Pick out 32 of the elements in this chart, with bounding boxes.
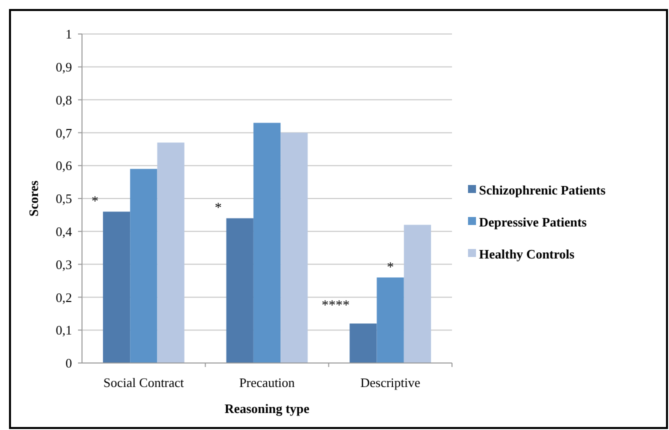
x-tick-label: Descriptive — [360, 375, 421, 390]
bar — [130, 168, 158, 363]
y-tick-label: 0,4 — [56, 224, 72, 239]
annotation: * — [386, 260, 394, 276]
x-tick-label: Precaution — [239, 375, 296, 390]
bar — [376, 277, 404, 363]
x-tick-label: Social Contract — [103, 375, 184, 390]
y-tick-label: 0,7 — [56, 125, 72, 140]
y-tick-label: 0 — [66, 356, 72, 371]
y-tick-label: 0,2 — [56, 290, 72, 305]
annotation: * — [214, 201, 222, 216]
y-tick-label: 0,3 — [56, 256, 72, 272]
annotation: **** — [322, 298, 350, 314]
x-axis-title: Reasoning type — [224, 401, 310, 416]
bar — [226, 218, 254, 363]
bar — [350, 324, 377, 363]
y-tick-label: 0,5 — [56, 191, 72, 206]
y-tick-label: 0,9 — [56, 59, 72, 74]
y-tick-label: 0,6 — [56, 158, 72, 174]
bar — [253, 122, 281, 363]
annotation: * — [91, 194, 98, 210]
y-tick-label: 1 — [66, 26, 72, 42]
y-tick-label: 0,1 — [56, 322, 72, 338]
y-tick-label: 0,8 — [56, 92, 72, 108]
y-axis-title: Scores — [26, 180, 41, 216]
bar — [280, 132, 308, 363]
bar — [102, 212, 130, 363]
bar — [404, 224, 432, 363]
bar — [157, 142, 184, 363]
legend-label: Schizophrenic Patients — [479, 182, 606, 198]
legend-label: Depressive Patients — [479, 214, 587, 230]
legend-label: Healthy Controls — [479, 246, 574, 262]
